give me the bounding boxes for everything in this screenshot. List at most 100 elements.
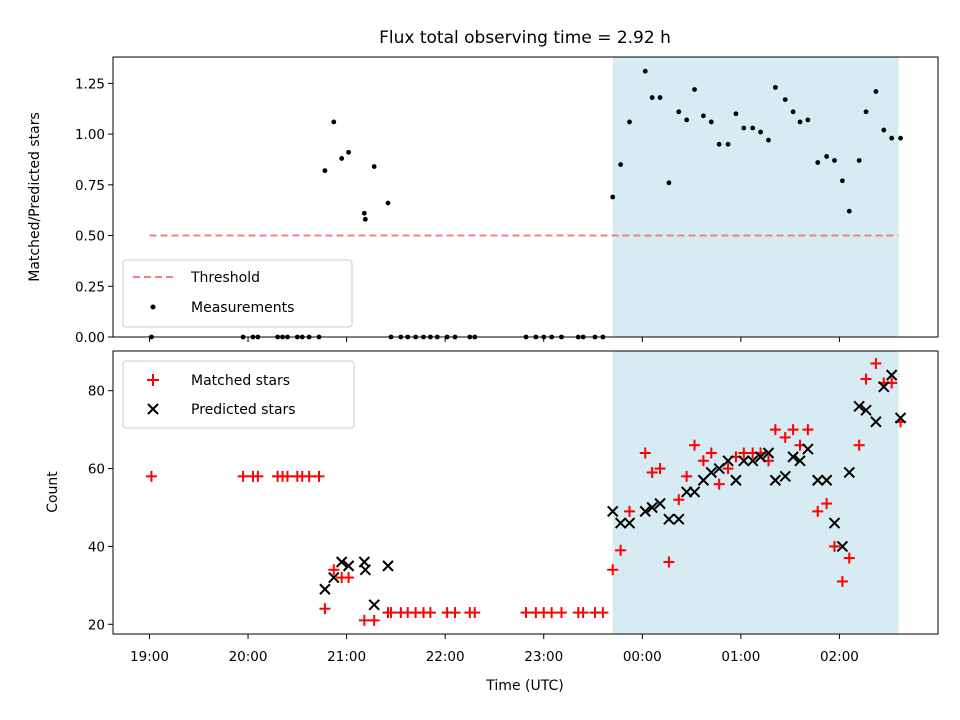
matched-star-point — [368, 614, 380, 626]
matched-star-point — [328, 564, 340, 576]
measurement-point — [790, 109, 796, 115]
measurement-point — [797, 119, 803, 125]
predicted-star-point — [779, 470, 791, 483]
top-y-tick-label: 0.50 — [75, 229, 105, 245]
measurement-point — [805, 117, 811, 123]
matched-star-point — [860, 373, 872, 385]
measurement-point — [815, 160, 821, 165]
measurement-point — [627, 119, 632, 125]
top-y-axis-label: Matched/Predicted stars — [27, 112, 43, 282]
matched-star-point — [555, 607, 567, 619]
predicted-star-point — [359, 564, 372, 576]
bottom-plot-frame — [112, 350, 939, 635]
matched-star-point — [870, 357, 882, 369]
measurement-point — [657, 95, 663, 100]
measurement-point — [666, 180, 672, 186]
top-panel: 0.00 0.25 0.50 0.75 1.00 1.25 Matched/Predict… — [27, 56, 939, 346]
measurement-point — [692, 87, 697, 92]
predicted-star-point — [738, 455, 750, 467]
measurement-point — [331, 119, 337, 125]
measurement-point — [701, 113, 706, 119]
bottom-x-tick-label: 01:00 — [721, 649, 760, 665]
measurement-point — [873, 89, 879, 94]
measurement-point — [385, 200, 391, 206]
matched-star-point — [646, 466, 658, 478]
top-y-tick-label: 0.00 — [75, 330, 105, 346]
predicted-star-point — [754, 451, 767, 463]
predicted-star-point — [762, 447, 775, 459]
matched-star-point — [705, 447, 717, 459]
chart-title: Flux total observing time = 2.92 h — [379, 28, 671, 48]
measurement-point — [839, 178, 845, 184]
matched-star-point — [663, 556, 675, 568]
matched-star-point — [722, 463, 734, 475]
matched-star-point — [449, 607, 461, 619]
measurement-point — [750, 125, 756, 131]
matched-star-point — [639, 447, 651, 459]
predicted-star-point — [730, 474, 742, 486]
predicted-star-point — [787, 451, 799, 463]
predicted-star-point — [828, 517, 841, 529]
matched-star-point — [821, 498, 833, 510]
matched-star-point — [546, 607, 558, 619]
matched-star-point — [697, 455, 709, 467]
measurement-point — [339, 156, 345, 161]
top-shaded-region — [612, 57, 899, 337]
matched-star-point — [469, 607, 481, 619]
matched-star-point — [281, 470, 293, 482]
measurement-point — [684, 117, 690, 123]
predicted-star-point — [673, 513, 685, 525]
predicted-star-point — [382, 560, 394, 572]
predicted-star-point — [614, 517, 627, 529]
measurement-point — [782, 97, 788, 103]
predicted-star-point — [654, 497, 666, 510]
predicted-star-point — [607, 505, 619, 518]
predicted-star-point — [870, 416, 882, 428]
predicted-star-point — [885, 369, 898, 381]
measurement-point — [824, 154, 830, 159]
top-legend-box — [122, 259, 353, 328]
matched-star-point — [313, 470, 325, 482]
x-axis-label: Time (UTC) — [485, 678, 563, 694]
bottom-x-tick-label: 21:00 — [327, 649, 366, 665]
measurement-point — [649, 95, 655, 100]
bottom-x-tick-label: 22:00 — [426, 649, 465, 665]
measurement-point — [371, 164, 377, 169]
matched-star-point — [853, 439, 865, 451]
predicted-star-point — [335, 556, 348, 568]
bottom-panel: 20 40 60 80 19:00 20:00 21:00 22:00 23:00 00:00 0… — [45, 350, 939, 694]
bottom-x-tick-label: 20:00 — [229, 649, 268, 665]
measurement-point — [766, 137, 771, 143]
measurement-point — [322, 168, 328, 174]
predicted-star-point — [705, 466, 718, 479]
matched-star-point — [424, 607, 436, 619]
predicted-star-point — [802, 443, 814, 455]
bottom-y-axis-label: Count — [45, 471, 61, 513]
matched-star-point — [597, 607, 609, 619]
measurement-point — [361, 210, 367, 216]
top-y-tick-label: 0.25 — [75, 279, 105, 295]
top-y-tick-label: 1.00 — [75, 127, 105, 143]
measurement-point — [346, 149, 351, 155]
matched-star-point — [615, 544, 627, 556]
matched-star-point — [252, 470, 264, 482]
matched-star-point — [843, 552, 855, 564]
measurement-point — [676, 109, 682, 115]
measurement-point — [618, 162, 624, 167]
matched-star-point — [829, 540, 841, 552]
predicted-star-point — [368, 599, 380, 611]
predicted-star-point — [663, 513, 675, 525]
predicted-star-point — [646, 501, 658, 514]
measurement-point — [881, 127, 887, 133]
matched-star-point — [358, 614, 370, 626]
predicted-star-point — [722, 455, 734, 467]
matched-star-point — [385, 607, 397, 619]
bottom-legend: Matched stars Predicted stars — [122, 360, 355, 429]
bottom-y-tick-label: 80 — [88, 384, 105, 400]
predicted-star-point — [836, 540, 849, 553]
matched-star-point — [689, 439, 701, 451]
matched-star-point — [520, 607, 532, 619]
measurement-point — [708, 119, 714, 125]
matched-star-point — [787, 424, 799, 436]
measurement-point — [362, 216, 368, 222]
